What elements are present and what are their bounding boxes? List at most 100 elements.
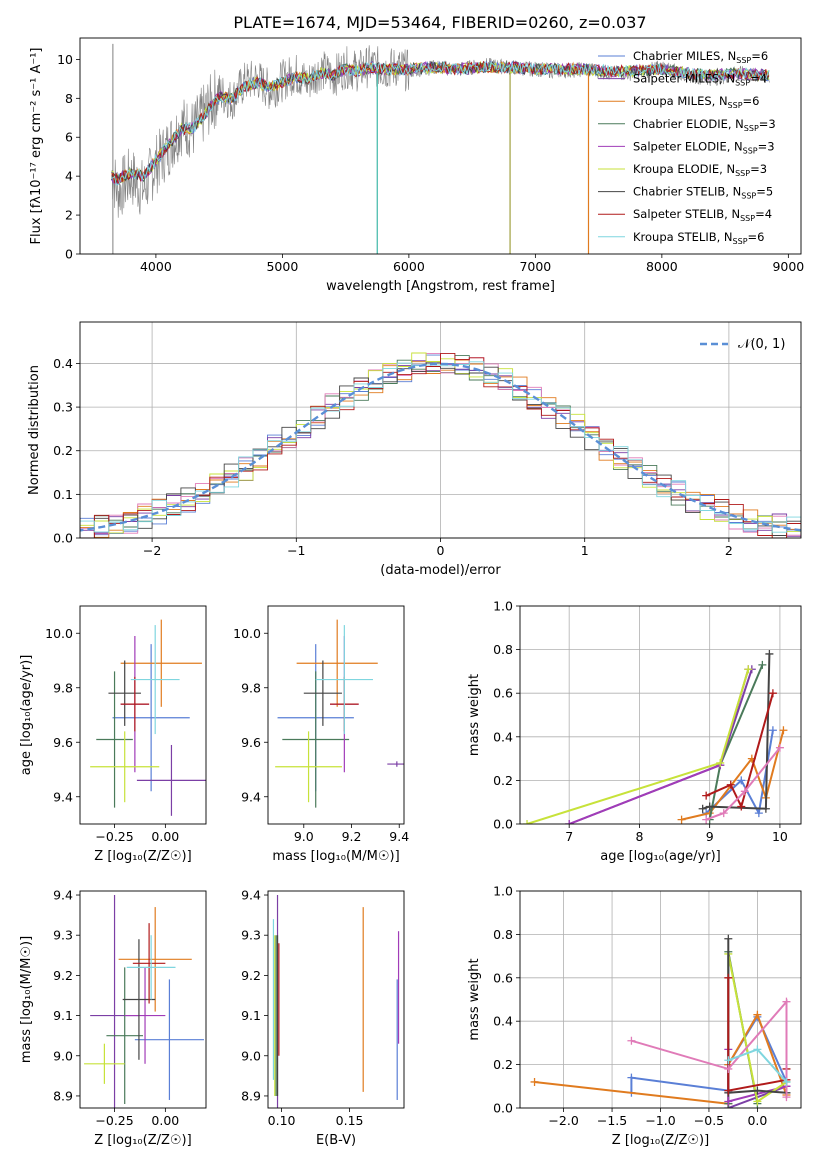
axes-frame [79, 605, 207, 825]
mass-weight-marker [768, 689, 777, 698]
mass-weight-line [631, 999, 788, 1098]
mass-weight-marker [740, 787, 749, 796]
x-tick-label: 9000 [772, 259, 804, 274]
legend-label-sub: SSP [735, 169, 750, 178]
plots-layer: 4000 5000 6000 7000 8000 90000246810wavelengt… [19, 37, 804, 1148]
y-tick-label: 10 [57, 52, 73, 67]
y-tick-label: 10.0 [233, 626, 261, 641]
x-axis-label: mass [log₁₀(M/M☉)] [272, 849, 399, 864]
y-tick-label: 9.3 [53, 928, 73, 943]
y-axis-label: mass weight [467, 958, 482, 1040]
axes-frame [79, 37, 802, 255]
y-tick-label: 9.4 [53, 888, 73, 903]
y-tick-label: 0.4 [493, 729, 513, 744]
legend-label-text: Kroupa ELODIE, N [633, 162, 735, 176]
x-tick-label: 9.0 [294, 829, 314, 844]
y-tick-label: 0.3 [53, 400, 73, 415]
y-tick-label: 0.0 [53, 531, 73, 546]
y-tick-label: 10.0 [45, 626, 73, 641]
legend-label-suffix: =4 [750, 72, 767, 86]
mass-weight-marker [782, 1077, 791, 1086]
mass-weight-marker [753, 1045, 762, 1054]
mass-vs-ebv-axes: 0.10 0.15 8.9 9.0 9.1 9.2 9.3 9.4 E(B-V) [241, 888, 405, 1148]
y-tick-label: 9.8 [53, 680, 73, 695]
mass-weight-marker [716, 758, 725, 767]
y-tick-label: 0.1 [53, 487, 73, 502]
x-tick-label: −0.25 [95, 829, 133, 844]
normal-curve [80, 362, 801, 532]
x-tick-label: 1 [581, 543, 589, 558]
residual-histogram [80, 361, 801, 538]
y-tick-label: 9.6 [241, 735, 261, 750]
x-tick-label: 0.00 [151, 1113, 179, 1128]
legend-label-text: Salpeter MILES, N [633, 72, 735, 86]
legend-label-text: Chabrier STELIB, N [633, 185, 741, 199]
age-vs-z-axes: −0.25 0.00 9.4 9.6 9.8 10.0 Z [log₁₀(Z/Z☉)] age… [19, 605, 207, 864]
x-tick-label: 10 [772, 829, 788, 844]
mass-weight-vs-z-axes: −2.0 −1.5 −1.0 −0.5 0.0 0.0 0.2 0.4 0.6 0.8 1.0 Z [… [467, 884, 802, 1148]
x-tick-label: 8000 [646, 259, 678, 274]
y-axis-label: mass weight [467, 674, 482, 756]
axes-frame [79, 890, 207, 1109]
legend-label-sub: SSP [740, 214, 755, 223]
x-axis-label: age [log₁₀(age/yr)] [600, 849, 721, 864]
mass-weight-marker [724, 973, 733, 982]
y-tick-label: 9.0 [241, 1048, 261, 1063]
x-tick-label: 0.00 [151, 829, 179, 844]
y-tick-label: 0.4 [493, 1014, 513, 1029]
legend-label-text: Kroupa MILES, N [633, 94, 728, 108]
mass-weight-line [705, 747, 781, 821]
x-tick-label: 7 [565, 829, 573, 844]
y-tick-label: 8 [65, 91, 73, 106]
y-tick-label: 0.0 [493, 1101, 513, 1116]
model-spectrum-line [111, 60, 770, 186]
legend-label: Kroupa ELODIE, NSSP=3 [633, 162, 767, 178]
x-tick-label: 0.10 [268, 1113, 296, 1128]
y-tick-label: 9.1 [53, 1008, 73, 1023]
legend-label-text: Salpeter STELIB, N [633, 207, 740, 221]
y-tick-label: 9.4 [241, 888, 261, 903]
legend-label-sub: SSP [733, 237, 748, 246]
legend-label-sub: SSP [741, 192, 756, 201]
legend-label: Salpeter ELODIE, NSSP=3 [633, 139, 775, 155]
y-tick-label: 0.2 [493, 1057, 513, 1072]
y-tick-label: 0.4 [53, 356, 73, 371]
mass-weight-marker [737, 802, 746, 811]
mass-weight-marker [758, 660, 767, 669]
legend-label: Chabrier STELIB, NSSP=5 [633, 185, 773, 201]
legend-label-suffix: =4 [755, 207, 772, 221]
legend-label: Kroupa MILES, NSSP=6 [633, 94, 759, 110]
plot-area [80, 352, 801, 538]
plot-area [275, 619, 404, 808]
x-tick-label: 0.15 [336, 1113, 364, 1128]
y-tick-label: 0.6 [493, 970, 513, 985]
legend-label-text: Chabrier ELODIE, N [633, 117, 744, 131]
x-axis-label: E(B-V) [316, 1133, 356, 1148]
plot-area [84, 895, 204, 1108]
axes-frame [79, 321, 802, 539]
mass-weight-marker [753, 1097, 762, 1106]
y-tick-label: 0.8 [493, 642, 513, 657]
age-vs-mass-axes: 9.0 9.2 9.4 9.4 9.6 9.8 10.0 mass [log₁₀(M/M☉)] [233, 605, 409, 864]
legend-label-text: Chabrier MILES, N [633, 49, 736, 63]
y-tick-label: 0.8 [493, 927, 513, 942]
legend-label-sub: SSP [736, 56, 751, 65]
y-tick-label: 1.0 [493, 884, 513, 899]
y-tick-label: 0.0 [493, 817, 513, 832]
mass-weight-marker [523, 820, 532, 824]
mass-weight-marker [677, 815, 686, 824]
x-tick-label: 2 [725, 543, 733, 558]
y-tick-label: 9.6 [53, 735, 73, 750]
legend-label-suffix: =3 [750, 162, 767, 176]
mass-weight-line [705, 692, 774, 810]
y-tick-label: 8.9 [241, 1088, 261, 1103]
y-tick-label: 6 [65, 130, 73, 145]
mass-weight-marker [702, 815, 711, 824]
mass-weight-marker [754, 809, 763, 818]
y-axis-label: Flux [fλ10⁻¹⁷ erg cm⁻² s⁻¹ A⁻¹] [29, 48, 44, 245]
residual-histogram [80, 352, 801, 538]
y-tick-label: 0 [65, 247, 73, 262]
y-tick-label: 2 [65, 208, 73, 223]
mass-weight-marker [726, 780, 735, 789]
